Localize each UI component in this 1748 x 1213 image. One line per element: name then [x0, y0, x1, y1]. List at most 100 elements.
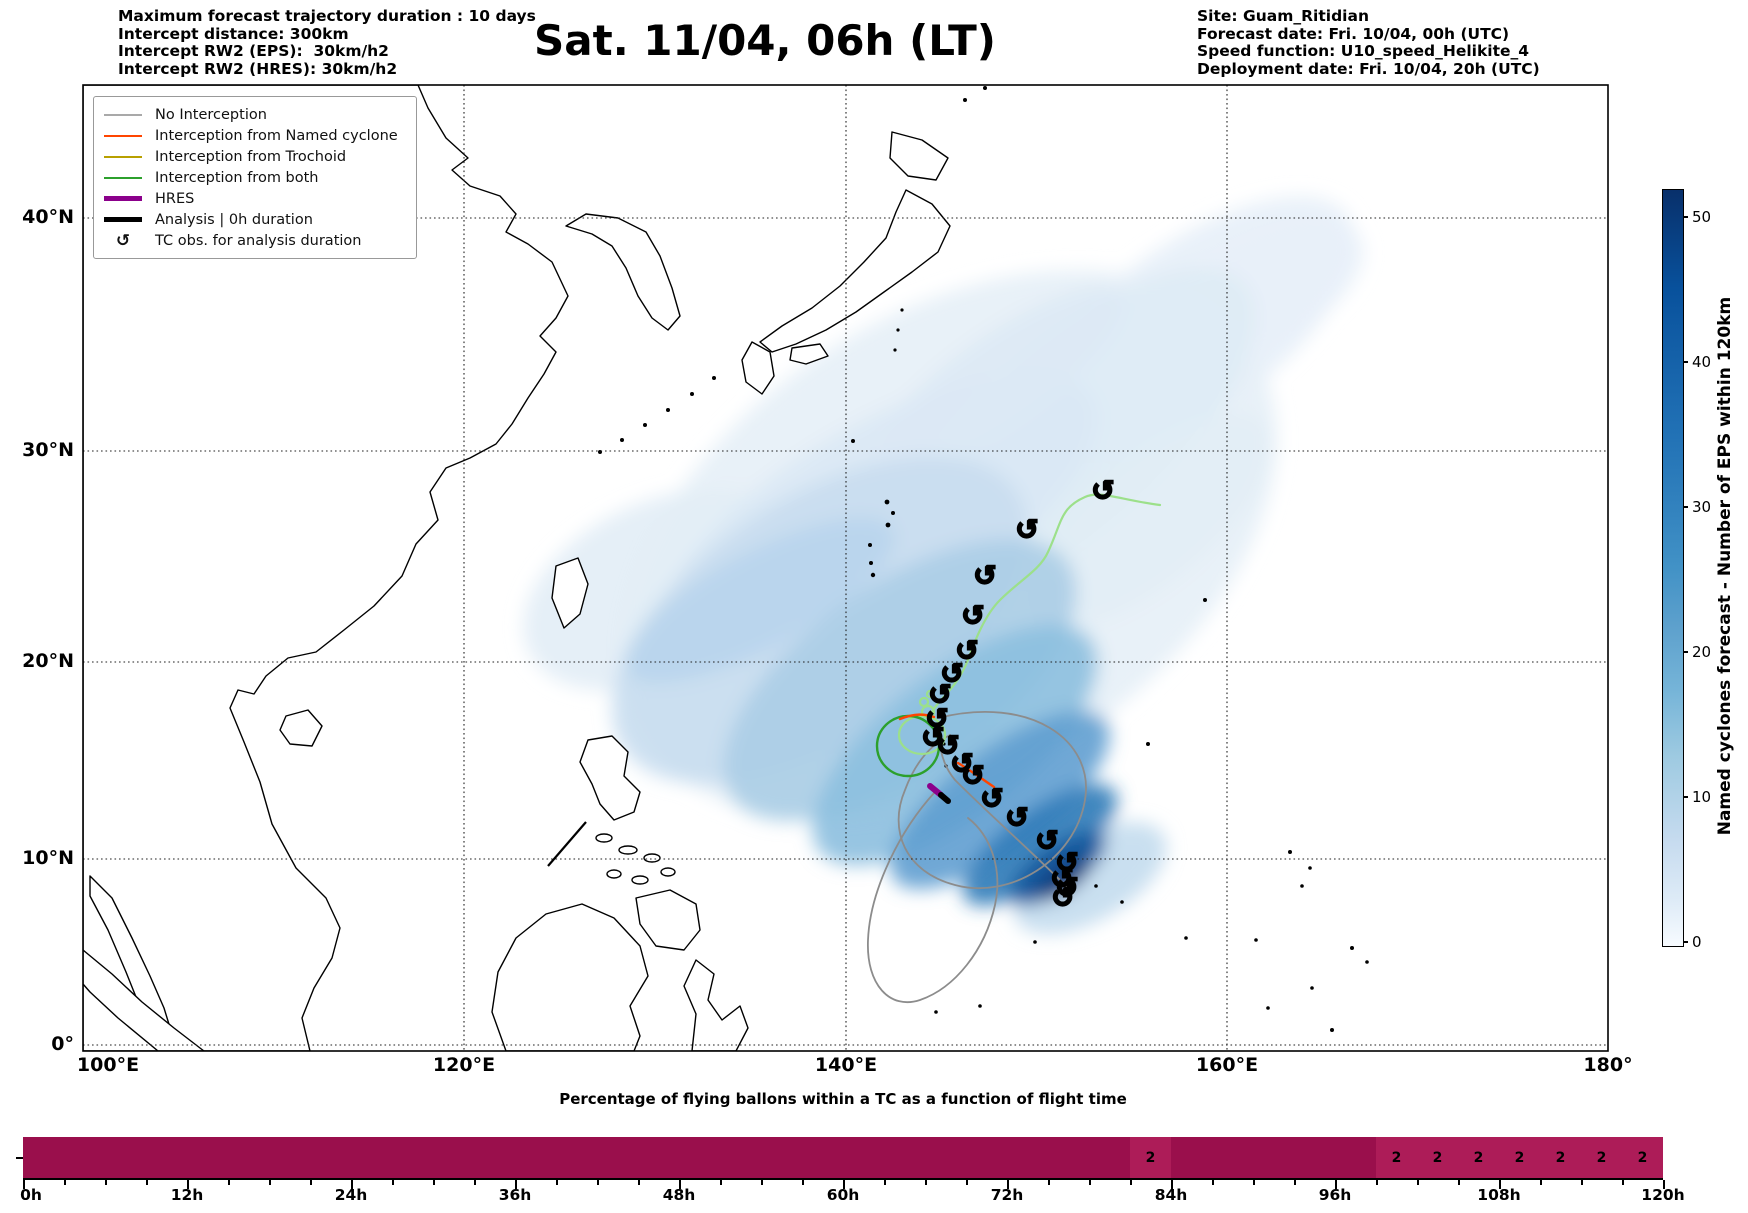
strip-bin-value2	[1417, 1137, 1458, 1178]
legend-item: Interception from both	[104, 167, 406, 188]
colorbar-tick	[1683, 506, 1688, 508]
strip-y-tick	[16, 1157, 23, 1159]
legend-item: Interception from Named cyclone	[104, 125, 406, 146]
y-axis-tick-label: 0°	[51, 1033, 74, 1055]
eps-density-shading	[523, 196, 1365, 934]
strip-minor-tick	[1294, 1180, 1296, 1185]
coast-sulawesi	[683, 959, 749, 1051]
coast-palawan	[547, 821, 587, 867]
legend-item-label: TC obs. for analysis duration	[155, 232, 362, 249]
strip-minor-tick	[556, 1180, 558, 1185]
legend-line-swatch	[104, 217, 142, 222]
legend-item: ↺ TC obs. for analysis duration	[104, 230, 406, 251]
colorbar-gradient	[1662, 189, 1684, 947]
strip-minor-tick	[1253, 1180, 1255, 1185]
strip-major-tick	[1663, 1180, 1665, 1189]
strip-tick-label: 96h	[1318, 1186, 1352, 1204]
y-axis-tick-label: 30°N	[22, 439, 74, 461]
strip-tick-label: 36h	[498, 1186, 532, 1204]
strip-bin-label: 2	[1391, 1150, 1402, 1166]
strip-minor-tick	[1212, 1180, 1214, 1185]
param-line: Intercept RW2 (HRES): 30km/h2	[118, 59, 398, 78]
x-axis-tick-label: 100°E	[76, 1054, 140, 1076]
strip-bin-label: 2	[1637, 1150, 1648, 1166]
strip-minor-tick	[1130, 1180, 1132, 1185]
site-line: Deployment date: Fri. 10/04, 20h (UTC)	[1197, 59, 1540, 78]
strip-bin-value2	[1499, 1137, 1540, 1178]
interception-both-track	[897, 493, 1162, 756]
strip-minor-tick	[1048, 1180, 1050, 1185]
coast-borneo	[491, 903, 649, 1051]
run-parameters-block: Maximum forecast trajectory duration : 1…	[118, 7, 536, 78]
strip-tick-label: 48h	[662, 1186, 696, 1204]
strip-major-tick	[1335, 1180, 1337, 1189]
strip-major-tick	[1007, 1180, 1009, 1189]
strip-bin-label: 2	[1596, 1150, 1607, 1166]
strip-minor-tick	[1417, 1180, 1419, 1185]
tc-obs-symbol: ↺	[1091, 474, 1114, 507]
strip-minor-tick	[269, 1180, 271, 1185]
strip-minor-tick	[802, 1180, 804, 1185]
strip-major-tick	[515, 1180, 517, 1189]
strip-tick-label: 84h	[1154, 1186, 1188, 1204]
tc-obs-symbol: ↺	[940, 657, 963, 690]
site-line: Site: Guam_Ritidian	[1197, 7, 1369, 25]
island	[660, 867, 676, 877]
graticule	[83, 85, 1608, 1051]
strip-bin-label: 2	[1514, 1150, 1525, 1166]
legend-line-swatch	[104, 196, 142, 201]
named-cyclone-track	[898, 713, 996, 789]
strip-chart-title: Percentage of flying ballons within a TC…	[559, 1090, 1127, 1108]
coast-honshu	[759, 189, 951, 353]
strip-minor-tick	[433, 1180, 435, 1185]
site-line: Forecast date: Fri. 10/04, 00h (UTC)	[1197, 24, 1510, 43]
legend-item-label: Interception from Named cyclone	[155, 127, 398, 144]
strip-minor-tick	[310, 1180, 312, 1185]
x-axis-tick-label: 120°E	[432, 1054, 496, 1076]
tc-obs-symbol: ↺	[1055, 871, 1078, 904]
legend-item-label: HRES	[155, 190, 195, 207]
strip-minor-tick	[146, 1180, 148, 1185]
island	[618, 845, 638, 855]
colorbar-tick-label: 10	[1692, 788, 1712, 806]
colorbar-tick	[1683, 216, 1688, 218]
strip-minor-tick	[474, 1180, 476, 1185]
legend-line-swatch	[104, 134, 142, 137]
strip-minor-tick	[64, 1180, 66, 1185]
tc-obs-symbol: ↺	[980, 782, 1003, 815]
strip-bin-label: 2	[1432, 1150, 1443, 1166]
strip-major-tick	[1499, 1180, 1501, 1189]
colorbar-tick-label: 0	[1692, 933, 1702, 951]
tc-obs-symbol: ↺	[1035, 824, 1058, 857]
coast-shikoku	[789, 343, 829, 365]
y-axis-tick-label: 10°N	[22, 847, 74, 869]
legend-line-swatch	[104, 113, 142, 116]
strip-tick-label: 72h	[990, 1186, 1024, 1204]
tc-obs-symbol: ↺	[961, 759, 984, 792]
strip-major-tick	[187, 1180, 189, 1189]
site-line: Speed function: U10_speed_Helikite_4	[1197, 42, 1530, 60]
coast-korea	[565, 213, 681, 331]
tc-obs-symbols: ↺↺↺↺↺↺↺↺↺↺↺↺↺↺↺↺↺↺↺	[920, 473, 1115, 915]
strip-major-tick	[679, 1180, 681, 1189]
strip-tick-label: 24h	[334, 1186, 368, 1204]
coast-sumatra	[83, 949, 205, 1051]
strip-minor-tick	[228, 1180, 230, 1185]
strip-major-tick	[843, 1180, 845, 1189]
coast-mindanao	[635, 889, 701, 951]
tc-obs-symbol: ↺	[973, 559, 996, 592]
legend-line-swatch	[104, 176, 142, 179]
tc-obs-symbol: ↺	[1055, 846, 1078, 879]
tc-obs-symbol: ↺	[928, 678, 951, 711]
legend-item-label: Interception from Trochoid	[155, 148, 347, 165]
legend-item-label: Interception from both	[155, 169, 319, 186]
tc-obs-symbol: ↺	[1051, 881, 1074, 914]
strip-bin-value2	[1458, 1137, 1499, 1178]
tc-obs-symbol: ↺	[921, 721, 944, 754]
tc-obs-symbol: ↺	[1015, 513, 1038, 546]
island	[595, 833, 613, 843]
strip-minor-tick	[1376, 1180, 1378, 1185]
strip-bin-value2	[1581, 1137, 1622, 1178]
strip-x-axis	[23, 1178, 1663, 1180]
